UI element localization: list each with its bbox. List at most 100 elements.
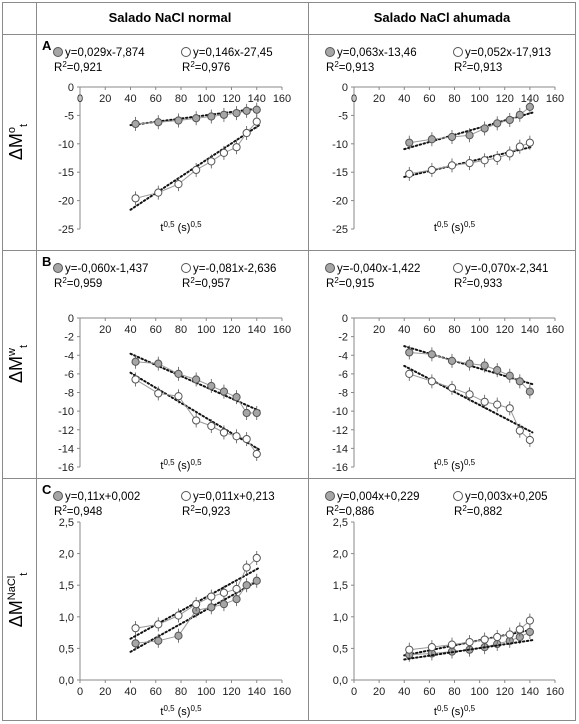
data-point [252,449,261,459]
x-tick-label: 80 [448,686,460,698]
legend-marker-0 [325,491,335,501]
legend-r2-0: R2=0,921 [54,60,102,75]
y-tick-label: 1,0 [59,612,74,624]
x-tick-label: 100 [197,93,215,105]
data-point [154,359,163,368]
data-point [465,359,474,368]
column-divider-mid [308,2,309,721]
data-point [174,116,183,125]
x-tick-label: 60 [423,93,435,105]
legend-marker-1 [181,263,191,273]
x-tick-label: 60 [150,686,162,698]
y-tick-label: -10 [332,139,348,151]
y-tick-label: -15 [58,167,74,179]
data-point [480,397,489,406]
data-point [515,142,524,151]
x-tick-label: 120 [222,324,240,336]
legend-r2-0: R2=0,886 [326,504,374,519]
data-point [515,625,524,634]
data-point [505,149,514,158]
y-tick-label: -14 [58,443,74,455]
data-point [493,119,502,128]
y-tick-label: -8 [338,388,348,400]
x-tick-label: 20 [373,324,385,336]
data-point [505,371,514,380]
data-point [232,584,241,594]
legend-equation-0: y=0,004x+0,229 [337,491,420,503]
y-tick-label: -25 [58,224,74,236]
x-tick-label: 80 [448,324,460,336]
data-point [232,393,241,402]
legend-r2-0: R2=0,948 [54,504,102,519]
x-tick-label: 40 [124,324,136,336]
x-tick-label: 140 [521,324,539,336]
x-axis-label: t0,5 (s)0,5 [434,704,476,719]
x-tick-label: 60 [150,93,162,105]
y-tick-label: -20 [332,196,348,208]
legend-marker-0 [325,47,335,57]
data-point [131,375,140,384]
legend-r2-1: R2=0,882 [454,504,502,519]
legend-marker-0 [53,491,63,501]
data-point [465,637,474,647]
y-tick-label: -5 [338,110,348,122]
data-point [242,128,251,138]
y-tick-label: 2,0 [333,549,348,561]
data-point [232,143,241,152]
y-tick-label: -16 [332,462,348,474]
data-point [427,135,436,144]
x-tick-label: 20 [99,93,111,105]
y-tick-label: 0 [342,82,348,94]
data-point [219,148,229,157]
x-axis-label: t0,5 (s)0,5 [160,458,202,473]
y-tick-label: 1,0 [333,612,348,624]
data-point [174,369,183,378]
data-point [427,165,436,175]
legend-marker-0 [325,263,335,273]
row-divider-1 [2,250,576,251]
series-line-1 [135,121,258,199]
column-divider-left [36,2,37,721]
data-point [525,435,534,445]
x-tick-label: 100 [197,324,215,336]
x-tick-label: 40 [398,93,410,105]
data-point [174,611,183,620]
data-point [405,645,414,654]
data-point [242,408,251,418]
data-point [154,620,163,629]
data-point [252,576,261,585]
data-point [465,390,474,399]
y-tick-label: -10 [332,406,348,418]
header-divider [2,34,576,35]
data-point [405,169,414,179]
legend-equation-1: y=0,146x-27,45 [193,47,273,59]
data-point [480,156,489,165]
data-point [252,117,261,126]
data-point [131,639,140,648]
data-point [427,350,436,359]
y-tick-label: -4 [338,350,348,362]
x-tick-label: 160 [546,686,564,698]
data-point [192,165,201,175]
y-tick-label: 0 [68,313,74,325]
legend-equation-1: y=0,003x+0,205 [465,491,548,503]
legend-r2-0: R2=0,913 [326,60,374,75]
x-axis-label: t0,5 (s)0,5 [160,704,202,719]
legend-marker-0 [53,263,63,273]
y-tick-label: -4 [64,350,74,362]
y-tick-label: -12 [332,425,348,437]
legend-equation-0: y=0,11x+0,002 [65,491,140,503]
y-tick-label: -6 [338,369,348,381]
data-point [515,110,524,119]
x-tick-label: 160 [546,93,564,105]
x-tick-label: 0 [351,93,357,105]
data-point [252,408,261,418]
data-point [242,563,251,572]
data-point [174,392,183,401]
legend-equation-0: y=0,063x-13,46 [337,47,417,59]
data-point [493,400,502,409]
data-point [493,366,502,375]
x-tick-label: 40 [124,93,136,105]
